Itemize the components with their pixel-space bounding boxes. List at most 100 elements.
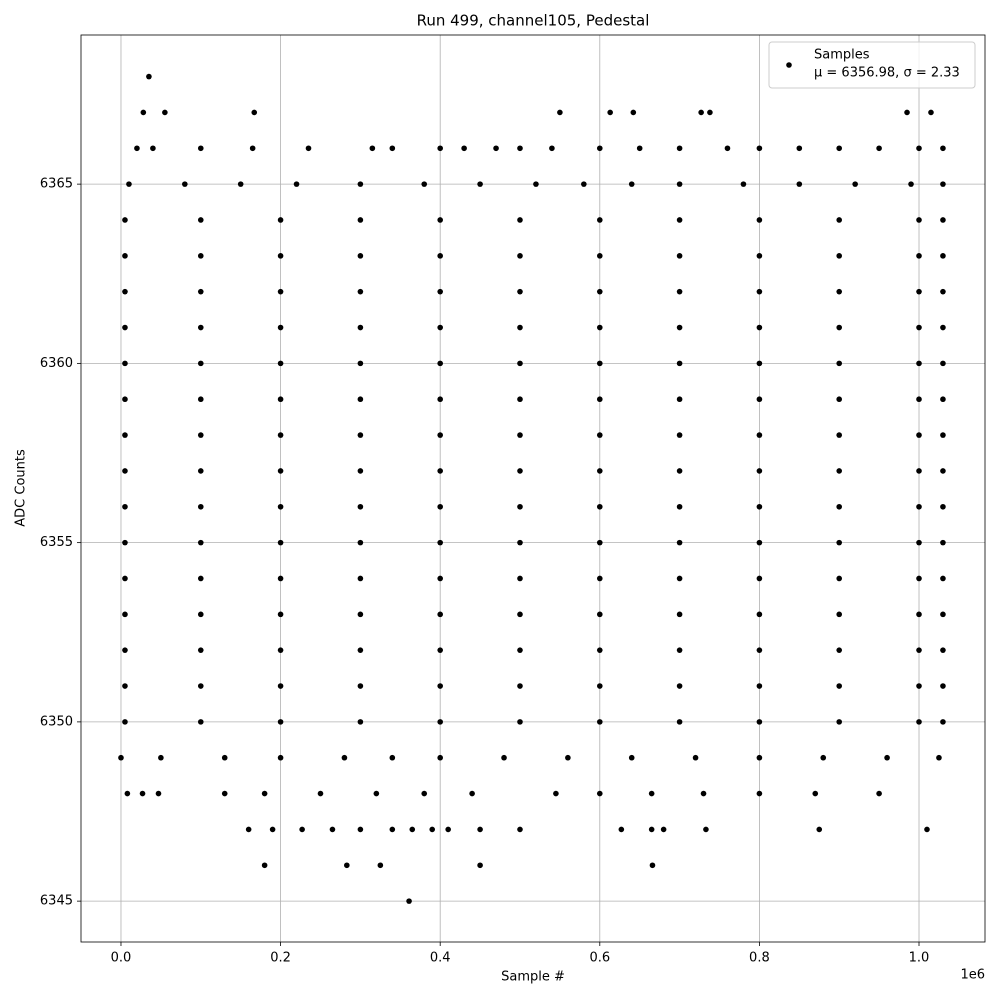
point [197,719,204,725]
x-tick-label: 0.0 [111,951,132,966]
point [357,575,364,582]
point [549,145,555,152]
point [369,145,376,152]
point [836,324,843,331]
point [197,324,204,331]
point [140,109,147,116]
point [477,826,483,833]
point [517,647,523,653]
y-tick-label: 6365 [40,177,73,192]
point [596,683,603,689]
point [277,683,284,689]
point [812,790,819,797]
point [249,145,256,152]
point [884,754,890,761]
point [197,575,204,582]
point [836,217,843,223]
point [269,826,276,833]
point [197,539,204,546]
point [373,790,380,797]
point [197,683,204,689]
point [437,719,443,725]
point [628,181,635,187]
point [277,503,284,510]
chart-title: Run 499, channel105, Pedestal [417,12,650,30]
point [517,217,523,223]
point [122,539,128,546]
point [277,719,284,725]
point [197,217,204,223]
point [122,647,128,653]
point [940,575,946,582]
point [756,360,763,367]
point [940,145,946,152]
point [692,754,699,761]
point [445,826,451,833]
y-tick-label: 6350 [40,714,73,729]
point [596,539,603,546]
point [596,145,603,152]
legend: Samples μ = 6356.98, σ = 2.33 [768,41,976,89]
point [940,539,946,546]
point [533,181,539,187]
point [676,253,683,259]
point [517,396,523,403]
point [940,360,946,367]
point [836,468,843,474]
point [517,575,523,582]
point [197,360,204,367]
point [293,181,300,187]
point [501,754,507,761]
point [940,468,946,474]
legend-label: Samples [814,48,870,63]
point [517,683,523,689]
point [756,539,763,546]
point [676,217,683,223]
point [118,754,124,761]
point [756,396,763,403]
point [261,862,268,869]
point [940,647,946,653]
legend-note: μ = 6356.98, σ = 2.33 [814,66,960,81]
point [724,145,731,152]
point [676,575,683,582]
point [277,611,284,618]
point [676,360,683,367]
point [581,181,587,187]
point [341,754,348,761]
point [299,826,305,833]
point [429,826,436,833]
point [197,611,204,618]
point [756,253,763,259]
point [916,683,922,689]
point [940,683,946,689]
point [357,647,364,653]
point [517,288,523,295]
point [134,145,140,152]
x-tick-label: 0.4 [430,951,451,966]
point [197,503,204,510]
point [122,611,128,618]
point [596,647,603,653]
point [756,145,763,152]
point [796,145,803,152]
point [648,826,655,833]
x-tick-label: 0.8 [749,951,770,966]
point [461,145,467,152]
point [756,719,763,725]
point [517,468,523,474]
point [703,826,709,833]
point [908,181,914,187]
point [940,217,946,223]
point [820,754,827,761]
point [437,217,443,223]
point [437,683,443,689]
point [437,324,443,331]
point [357,360,364,367]
point [437,754,443,761]
point [916,253,922,259]
point [261,790,268,797]
point [756,647,763,653]
point [357,683,364,689]
